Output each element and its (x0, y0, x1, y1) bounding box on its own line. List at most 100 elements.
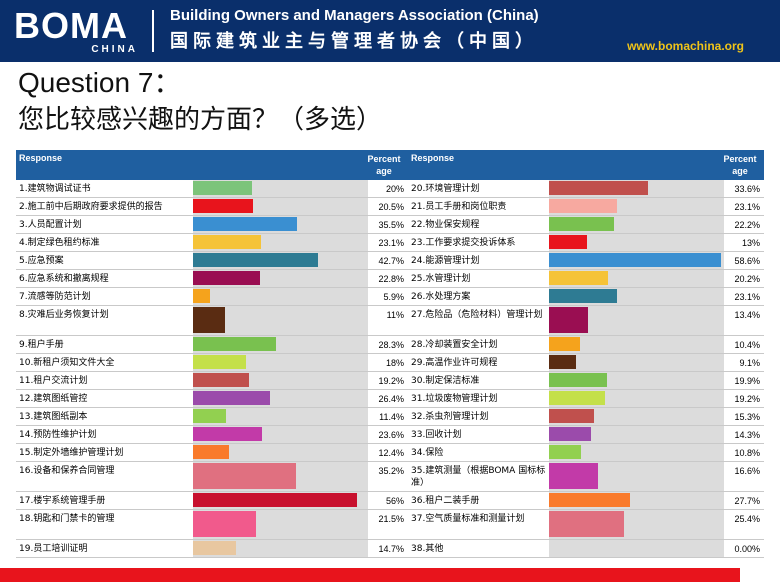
bar-track (548, 198, 724, 215)
bar-track (192, 540, 368, 557)
bar-track (548, 372, 724, 389)
bar-track (548, 462, 724, 491)
response-label: 10.新租户须知文件大全 (19, 358, 115, 368)
percent-value: 25.4% (734, 514, 760, 524)
response-label: 12.建筑图纸管控 (19, 394, 88, 404)
percent-value: 21.5% (378, 514, 404, 524)
response-label: 21.员工手册和岗位职责 (411, 202, 507, 212)
bar-track (192, 306, 368, 335)
footer-bar (0, 568, 740, 582)
percent-value: 19.2% (734, 394, 760, 404)
response-label: 23.工作要求提交投诉体系 (411, 238, 516, 248)
table-row: 3.人员配置计划 35.5% (16, 216, 408, 234)
bar-track (192, 408, 368, 425)
percent-value: 33.6% (734, 184, 760, 194)
bar-track (192, 462, 368, 491)
bar-mark (549, 217, 615, 231)
percent-value: 19.9% (734, 376, 760, 386)
website-link[interactable]: www.bomachina.org (627, 39, 744, 53)
bar-mark (193, 253, 319, 267)
table-row: 26.水处理方案 23.1% (408, 288, 764, 306)
bar-mark (193, 217, 298, 231)
percent-value: 26.4% (378, 394, 404, 404)
percent-value: 27.7% (734, 496, 760, 506)
bar-mark (549, 391, 606, 405)
table-row: 22.物业保安规程 22.2% (408, 216, 764, 234)
bar-track (548, 216, 724, 233)
bar-mark (549, 271, 609, 285)
table-row: 36.租户二装手册 27.7% (408, 492, 764, 510)
table-row: 8.灾难后业务恢复计划 11% (16, 306, 408, 336)
bar-mark (193, 355, 246, 369)
bar-track (548, 444, 724, 461)
bar-mark (549, 493, 631, 507)
percent-value: 14.7% (378, 544, 404, 554)
table-row: 27.危险品（危险材料）管理计划 13.4% (408, 306, 764, 336)
response-label: 25.水管理计划 (411, 274, 471, 284)
percent-value: 19.2% (378, 376, 404, 386)
bar-track (548, 180, 724, 197)
bar-track (192, 372, 368, 389)
table-row: 5.应急预案 42.7% (16, 252, 408, 270)
bar-mark (549, 235, 588, 249)
bar-mark (193, 445, 230, 459)
percent-value: 35.2% (378, 466, 404, 476)
bar-mark (549, 199, 617, 213)
table-row: 25.水管理计划 20.2% (408, 270, 764, 288)
bar-track (548, 306, 724, 335)
boma-logo: BOMA CHINA (14, 6, 142, 56)
table-row: 6.应急系统和撤离规程 22.8% (16, 270, 408, 288)
percent-value: 16.6% (734, 466, 760, 476)
percent-value: 13% (741, 238, 760, 248)
bar-track (548, 510, 724, 539)
percent-value: 0.00% (734, 544, 760, 554)
percent-value: 23.6% (378, 430, 404, 440)
table-row: 21.员工手册和岗位职责 23.1% (408, 198, 764, 216)
response-label: 4.制定绿色租约标准 (19, 238, 100, 248)
table-row: 23.工作要求提交投诉体系 13% (408, 234, 764, 252)
column-header-response: Response (411, 153, 455, 163)
bar-mark (549, 307, 589, 333)
bar-track (192, 288, 368, 305)
percent-value: 42.7% (378, 256, 404, 266)
response-label: 38.其他 (411, 544, 444, 554)
response-label: 29.高温作业许可规程 (411, 358, 498, 368)
org-name-english: Building Owners and Managers Association… (170, 7, 539, 24)
bar-mark (193, 337, 276, 351)
bar-track (192, 180, 368, 197)
percent-value: 23.1% (734, 292, 760, 302)
percent-value: 18% (385, 358, 404, 368)
response-label: 17.楼宇系统管理手册 (19, 496, 106, 506)
response-label: 7.流感等防范计划 (19, 292, 91, 302)
bar-mark (193, 511, 257, 537)
bar-mark (549, 409, 594, 423)
table-header: Response Percent age (16, 150, 408, 180)
table-row: 18.钥匙和门禁卡的管理 21.5% (16, 510, 408, 540)
percent-value: 20.5% (378, 202, 404, 212)
response-label: 35.建筑测量（根据BOMA 国标标准） (411, 466, 546, 488)
bar-track (192, 510, 368, 539)
table-row: 1.建筑物调试证书 20% (16, 180, 408, 198)
percent-value: 22.2% (734, 220, 760, 230)
table-row: 11.租户交流计划 19.2% (16, 372, 408, 390)
table-row: 4.制定绿色租约标准 23.1% (16, 234, 408, 252)
table-row: 7.流感等防范计划 5.9% (16, 288, 408, 306)
bar-mark (193, 307, 226, 333)
bar-track (548, 336, 724, 353)
column-header-percent: Percent age (723, 154, 757, 176)
bar-track (548, 252, 724, 269)
bar-track (192, 390, 368, 407)
table-row: 12.建筑图纸管控 26.4% (16, 390, 408, 408)
bar-mark (193, 373, 250, 387)
bar-track (192, 198, 368, 215)
table-row: 28.冷却装置安全计划 10.4% (408, 336, 764, 354)
table-row: 37.空气质量标准和测量计划 25.4% (408, 510, 764, 540)
response-label: 34.保险 (411, 448, 444, 458)
percent-value: 28.3% (378, 340, 404, 350)
response-label: 26.水处理方案 (411, 292, 471, 302)
bar-mark (549, 427, 591, 441)
bar-mark (193, 391, 271, 405)
percent-value: 10.4% (734, 340, 760, 350)
table-row: 10.新租户须知文件大全 18% (16, 354, 408, 372)
bar-mark (549, 463, 598, 489)
